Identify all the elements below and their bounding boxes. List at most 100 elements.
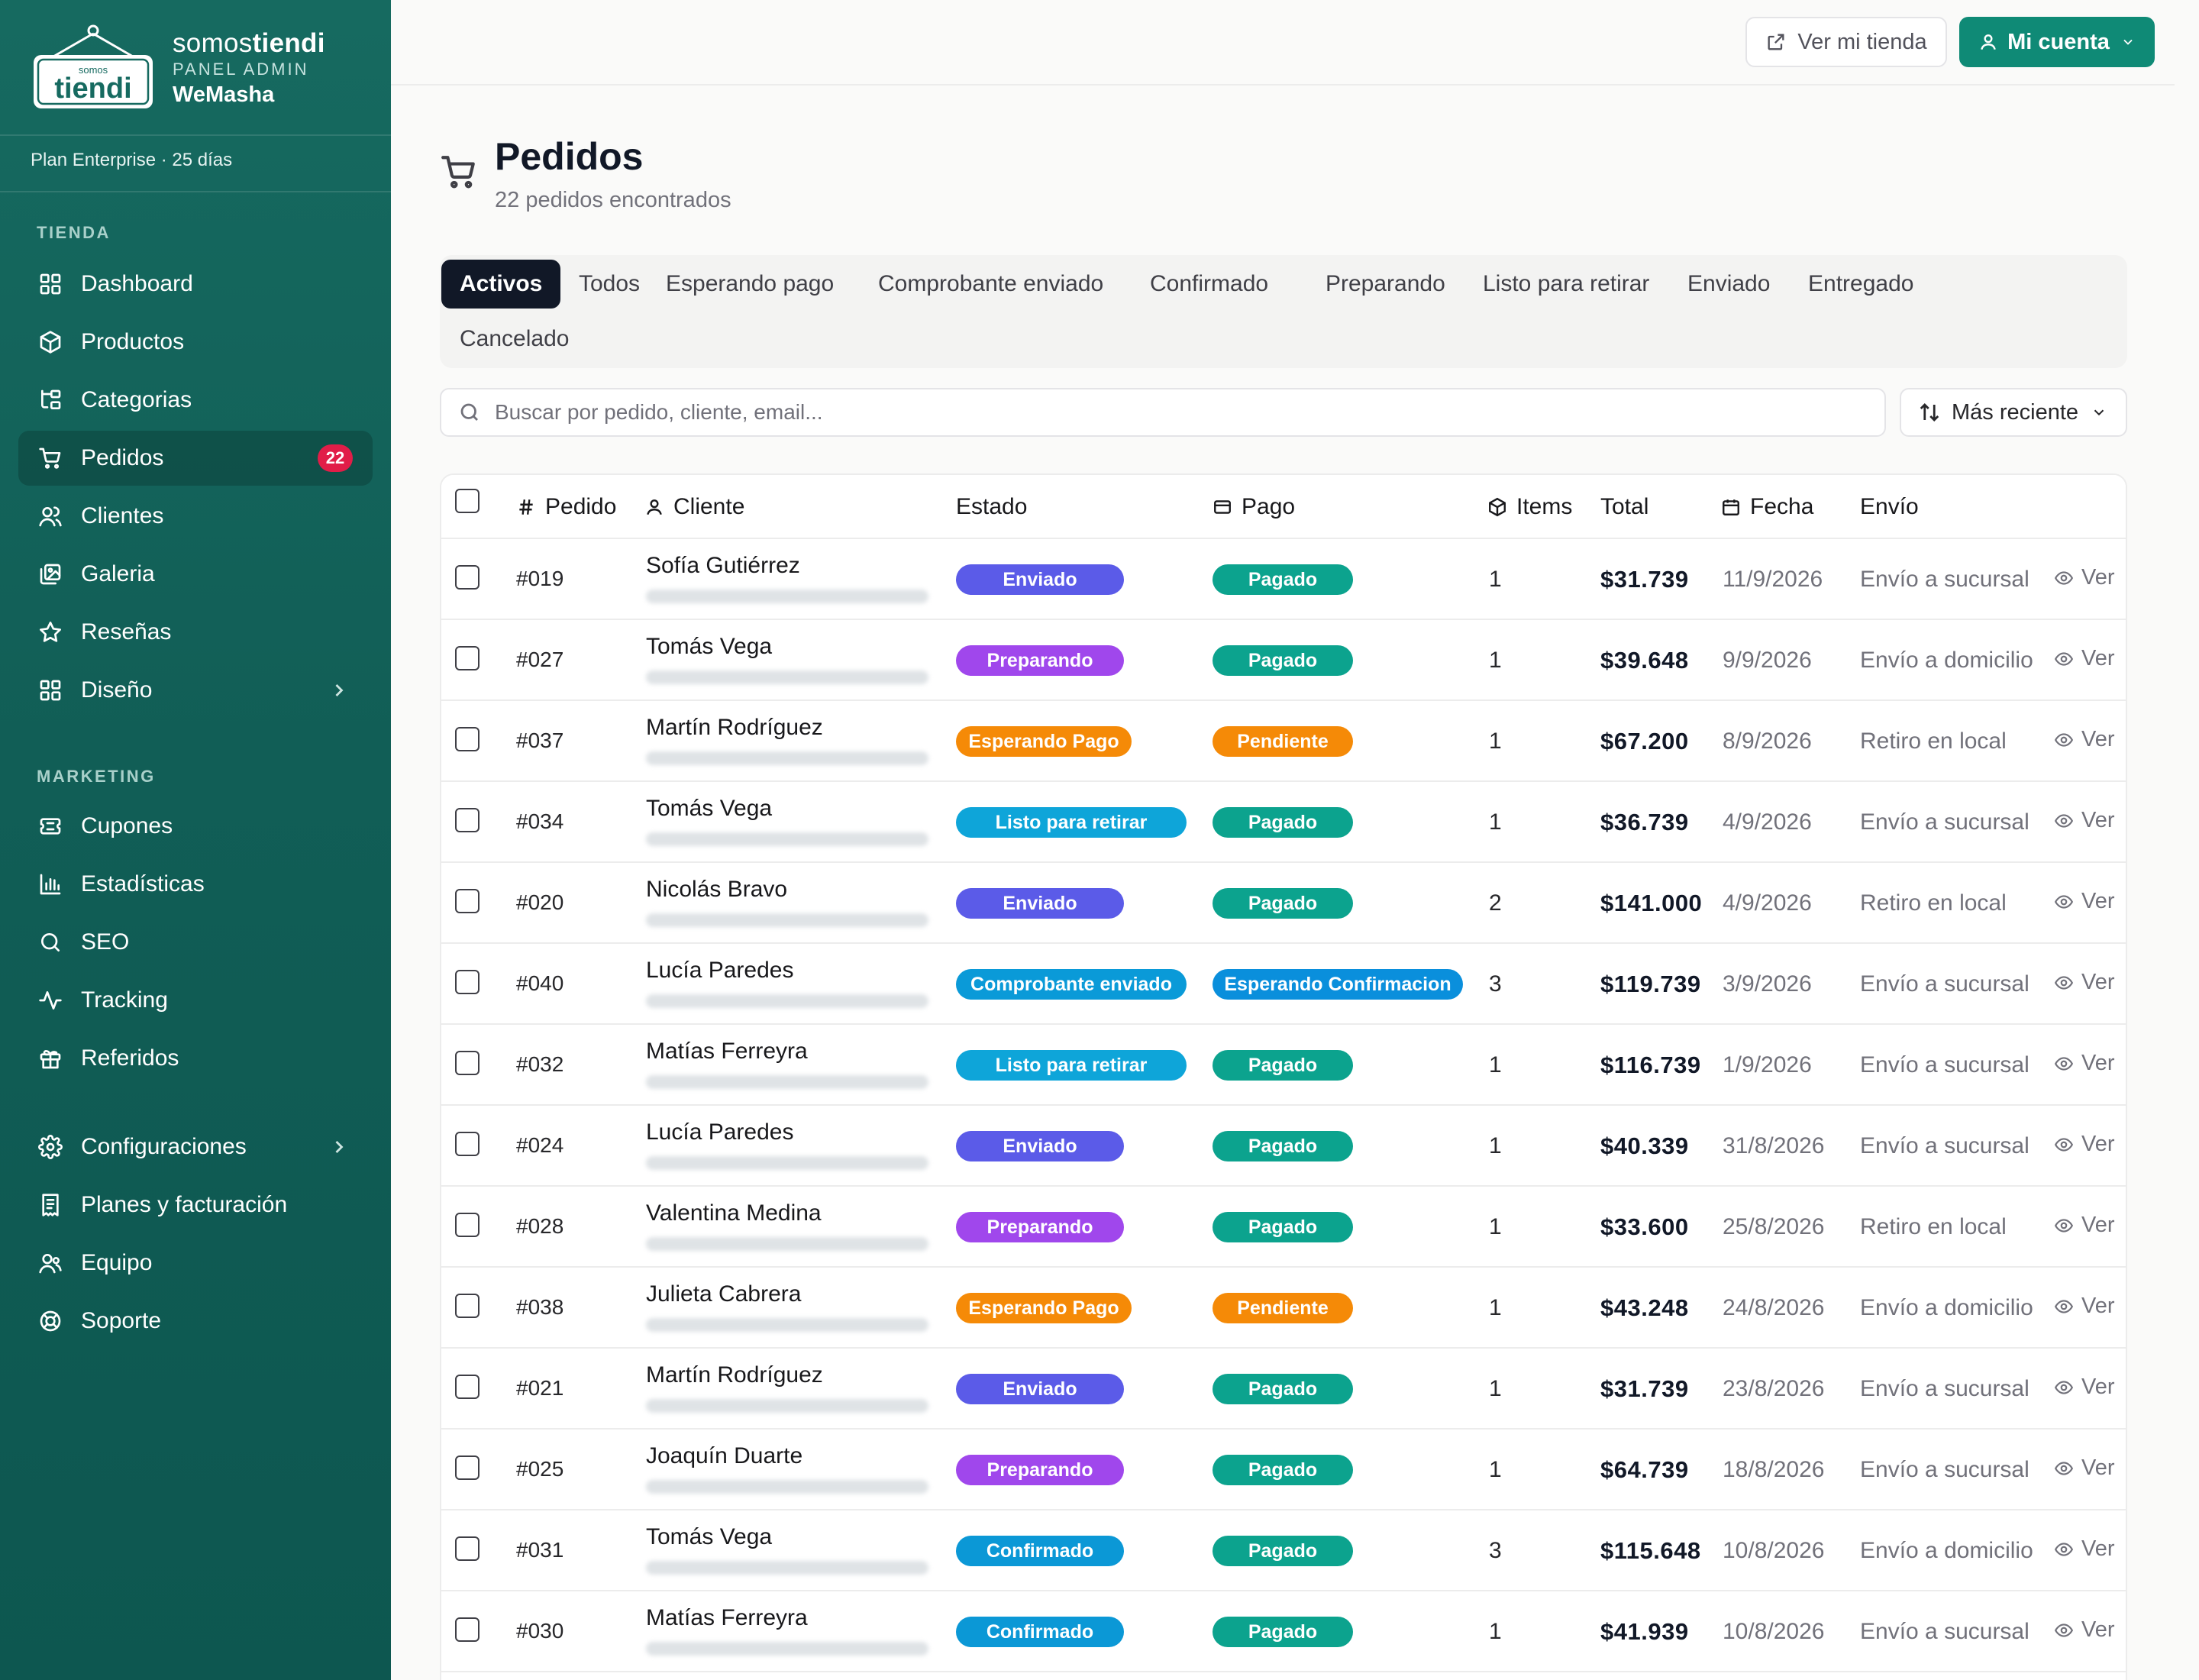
view-order-button[interactable]: Ver (2054, 1617, 2115, 1643)
row-checkbox[interactable] (455, 1132, 480, 1156)
sort-select[interactable]: Más reciente (1900, 388, 2127, 437)
order-id[interactable]: #028 (516, 1214, 564, 1238)
column-status[interactable]: Estado (956, 475, 1027, 539)
view-order-button[interactable]: Ver (2054, 646, 2115, 671)
order-id[interactable]: #034 (516, 809, 564, 833)
tab-enviado[interactable]: Enviado (1687, 271, 1771, 296)
view-order-button[interactable]: Ver (2054, 1051, 2115, 1076)
view-store-button[interactable]: Ver mi tienda (1745, 17, 1947, 67)
sidebar-item-pedidos[interactable]: Pedidos 22 (18, 431, 373, 486)
sidebar-item-referidos[interactable]: Referidos (18, 1031, 373, 1086)
view-order-button[interactable]: Ver (2054, 889, 2115, 914)
sidebar-item-diseño[interactable]: Diseño (18, 663, 373, 718)
sidebar-item-tracking[interactable]: Tracking (18, 973, 373, 1028)
row-checkbox[interactable] (455, 1213, 480, 1237)
search-input[interactable] (495, 400, 1793, 425)
column-shipping[interactable]: Envío (1860, 475, 1919, 539)
row-checkbox[interactable] (455, 1536, 480, 1561)
view-order-button[interactable]: Ver (2054, 1294, 2115, 1319)
table-row[interactable]: #030 Matías Ferreyra Confirmado Pagado 1… (441, 1591, 2126, 1672)
column-date[interactable]: Fecha (1721, 475, 1813, 539)
row-checkbox[interactable] (455, 889, 480, 913)
order-id[interactable]: #024 (516, 1133, 564, 1157)
sidebar-item-cupones[interactable]: Cupones (18, 799, 373, 854)
table-row[interactable]: #020 Nicolás Bravo Enviado Pagado 2 $141… (441, 863, 2126, 944)
view-order-button[interactable]: Ver (2054, 808, 2115, 833)
view-order-button[interactable]: Ver (2054, 565, 2115, 590)
row-checkbox[interactable] (455, 1455, 480, 1480)
select-all-checkbox[interactable] (455, 489, 480, 513)
sidebar-item-seo[interactable]: SEO (18, 915, 373, 970)
order-id[interactable]: #032 (516, 1052, 564, 1076)
row-checkbox[interactable] (455, 1375, 480, 1399)
sidebar-item-galeria[interactable]: Galeria (18, 547, 373, 602)
tab-listo-para-retirar[interactable]: Listo para retirar (1483, 271, 1650, 296)
sidebar-item-clientes[interactable]: Clientes (18, 489, 373, 544)
sidebar-item-categorias[interactable]: Categorias (18, 373, 373, 428)
row-checkbox[interactable] (455, 646, 480, 670)
row-checkbox[interactable] (455, 727, 480, 751)
sidebar-item-planes-y-facturación[interactable]: Planes y facturación (18, 1178, 373, 1233)
view-order-button[interactable]: Ver (2054, 970, 2115, 995)
view-order-button[interactable]: Ver (2054, 1536, 2115, 1562)
sidebar-item-reseñas[interactable]: Reseñas (18, 605, 373, 660)
order-id[interactable]: #025 (516, 1457, 564, 1481)
table-row[interactable]: #025 Joaquín Duarte Preparando Pagado 1 … (441, 1430, 2126, 1510)
view-order-button[interactable]: Ver (2054, 727, 2115, 752)
column-customer[interactable]: Cliente (644, 475, 744, 539)
sidebar-item-soporte[interactable]: Soporte (18, 1294, 373, 1349)
table-row[interactable]: #040 Lucía Paredes Comprobante enviado E… (441, 944, 2126, 1025)
column-order[interactable]: Pedido (516, 475, 616, 539)
order-id[interactable]: #021 (516, 1376, 564, 1400)
tab-todos[interactable]: Todos (579, 271, 641, 296)
table-row[interactable]: #038 Julieta Cabrera Esperando Pago Pend… (441, 1268, 2126, 1349)
order-id[interactable]: #031 (516, 1538, 564, 1562)
eye-icon (2054, 1056, 2074, 1071)
tab-esperando-pago[interactable]: Esperando pago (666, 271, 835, 296)
column-items[interactable]: Items (1487, 475, 1572, 539)
order-id[interactable]: #037 (516, 729, 564, 752)
order-id[interactable]: #040 (516, 971, 564, 995)
tab-entregado[interactable]: Entregado (1808, 271, 1914, 296)
sidebar-item-dashboard[interactable]: Dashboard (18, 257, 373, 312)
order-id[interactable]: #027 (516, 648, 564, 671)
order-id[interactable]: #038 (516, 1295, 564, 1319)
order-id[interactable]: #020 (516, 890, 564, 914)
tab-preparando[interactable]: Preparando (1326, 271, 1445, 296)
tab-comprobante-enviado[interactable]: Comprobante enviado (878, 271, 1104, 296)
order-id[interactable]: #030 (516, 1619, 564, 1643)
table-row[interactable]: #031 Tomás Vega Confirmado Pagado 3 $115… (441, 1510, 2126, 1591)
tab-confirmado[interactable]: Confirmado (1150, 271, 1269, 296)
table-row[interactable]: #034 Tomás Vega Listo para retirar Pagad… (441, 782, 2126, 863)
row-checkbox[interactable] (455, 1617, 480, 1642)
row-checkbox[interactable] (455, 808, 480, 832)
row-checkbox[interactable] (455, 970, 480, 994)
view-order-button[interactable]: Ver (2054, 1455, 2115, 1481)
table-row[interactable]: #032 Matías Ferreyra Listo para retirar … (441, 1025, 2126, 1106)
view-order-button[interactable]: Ver (2054, 1213, 2115, 1238)
column-payment[interactable]: Pago (1213, 475, 1295, 539)
search-box[interactable] (440, 388, 1886, 437)
table-row[interactable]: #028 Valentina Medina Preparando Pagado … (441, 1187, 2126, 1268)
table-row[interactable]: #027 Tomás Vega Preparando Pagado 1 $39.… (441, 620, 2126, 701)
row-checkbox[interactable] (455, 1051, 480, 1075)
sidebar-item-configuraciones[interactable]: Configuraciones (18, 1119, 373, 1174)
tab-activos[interactable]: Activos (441, 260, 561, 309)
table-row[interactable]: #021 Martín Rodríguez Enviado Pagado 1 $… (441, 1349, 2126, 1430)
row-checkbox[interactable] (455, 565, 480, 590)
table-row[interactable]: #024 Lucía Paredes Enviado Pagado 1 $40.… (441, 1106, 2126, 1187)
order-total: $39.648 (1600, 647, 1689, 674)
table-row[interactable]: #037 Martín Rodríguez Esperando Pago Pen… (441, 701, 2126, 782)
table-row[interactable]: #019 Sofía Gutiérrez Enviado Pagado 1 $3… (441, 539, 2126, 620)
sidebar-item-equipo[interactable]: Equipo (18, 1236, 373, 1291)
brand[interactable]: somos tiendi somostiendi PANEL ADMIN WeM… (31, 23, 366, 113)
row-checkbox[interactable] (455, 1294, 480, 1318)
sidebar-item-productos[interactable]: Productos (18, 315, 373, 370)
account-button[interactable]: Mi cuenta (1959, 17, 2155, 67)
column-total[interactable]: Total (1600, 475, 1648, 539)
view-order-button[interactable]: Ver (2054, 1375, 2115, 1400)
view-order-button[interactable]: Ver (2054, 1132, 2115, 1157)
order-id[interactable]: #019 (516, 567, 564, 590)
tab-cancelado[interactable]: Cancelado (460, 326, 570, 351)
sidebar-item-estadísticas[interactable]: Estadísticas (18, 857, 373, 912)
